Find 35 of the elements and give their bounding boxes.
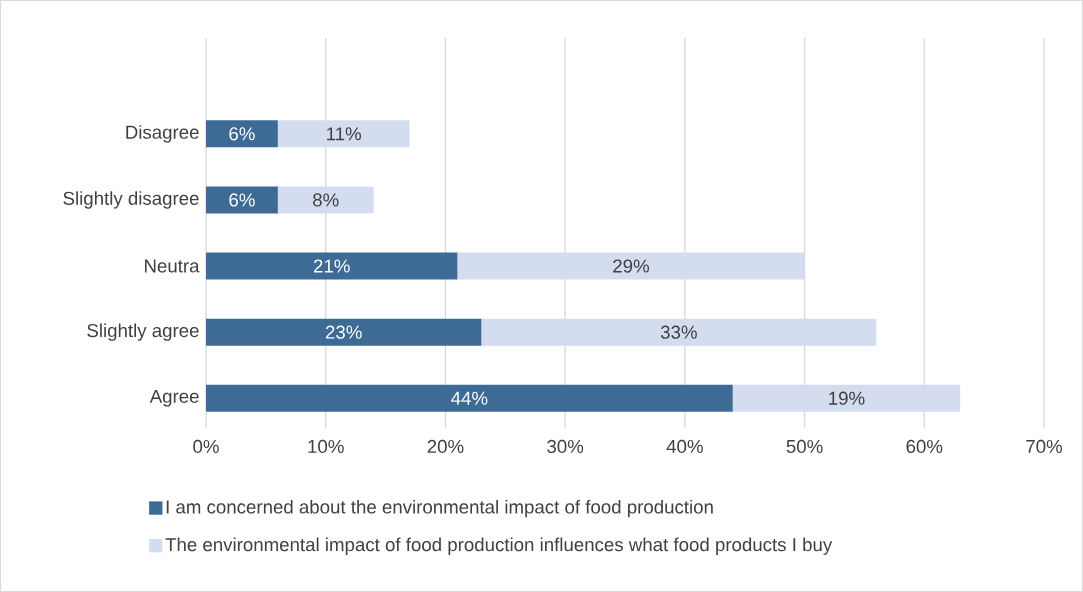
y-tick-label: Neutra [145, 259, 200, 273]
bar [481, 318, 877, 346]
data-label: 8% [313, 193, 339, 207]
x-tick-label: 50% [786, 439, 823, 454]
data-label: 21% [313, 259, 350, 273]
bar [457, 252, 805, 280]
bar [206, 252, 458, 280]
bar [277, 186, 374, 214]
x-tick-label: 70% [1026, 439, 1062, 454]
bar [277, 120, 410, 148]
x-tick-label: 20% [427, 439, 464, 454]
data-label: 23% [325, 325, 362, 339]
data-label: 6% [229, 193, 255, 207]
data-label: 11% [327, 127, 361, 141]
bar [732, 384, 961, 412]
bar [206, 318, 482, 346]
data-label: 19% [829, 391, 865, 405]
x-tick-label: 0% [193, 439, 219, 454]
bar [206, 186, 278, 214]
legend-label: I am concerned about the environmental impact of food production [166, 499, 713, 518]
y-tick-label: Disagree [126, 125, 199, 143]
y-tick-label: Slightly agree [87, 323, 199, 341]
bar [206, 120, 278, 148]
data-label: 29% [613, 259, 649, 273]
data-label: 6% [229, 127, 255, 141]
x-tick-label: 10% [308, 439, 344, 454]
data-label: 44% [451, 391, 488, 405]
legend-label: The environmental impact of food production influences what food products I buy [165, 537, 833, 555]
y-tick-label: Agree [149, 389, 199, 407]
x-tick-label: 40% [666, 439, 703, 454]
y-tick-label: Slightly disagree [63, 191, 199, 209]
x-tick-label: 30% [547, 439, 584, 454]
x-tick-label: 60% [906, 439, 943, 454]
data-label: 33% [660, 325, 697, 339]
bar [206, 384, 733, 412]
